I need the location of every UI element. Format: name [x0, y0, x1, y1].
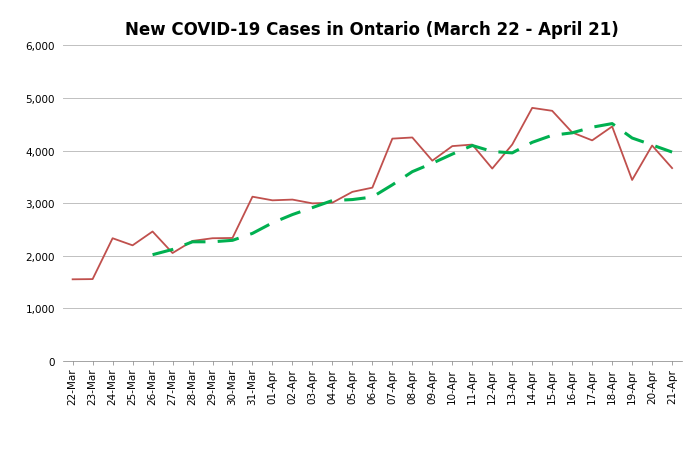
Title: New COVID-19 Cases in Ontario (March 22 - April 21): New COVID-19 Cases in Ontario (March 22 …: [125, 21, 619, 39]
